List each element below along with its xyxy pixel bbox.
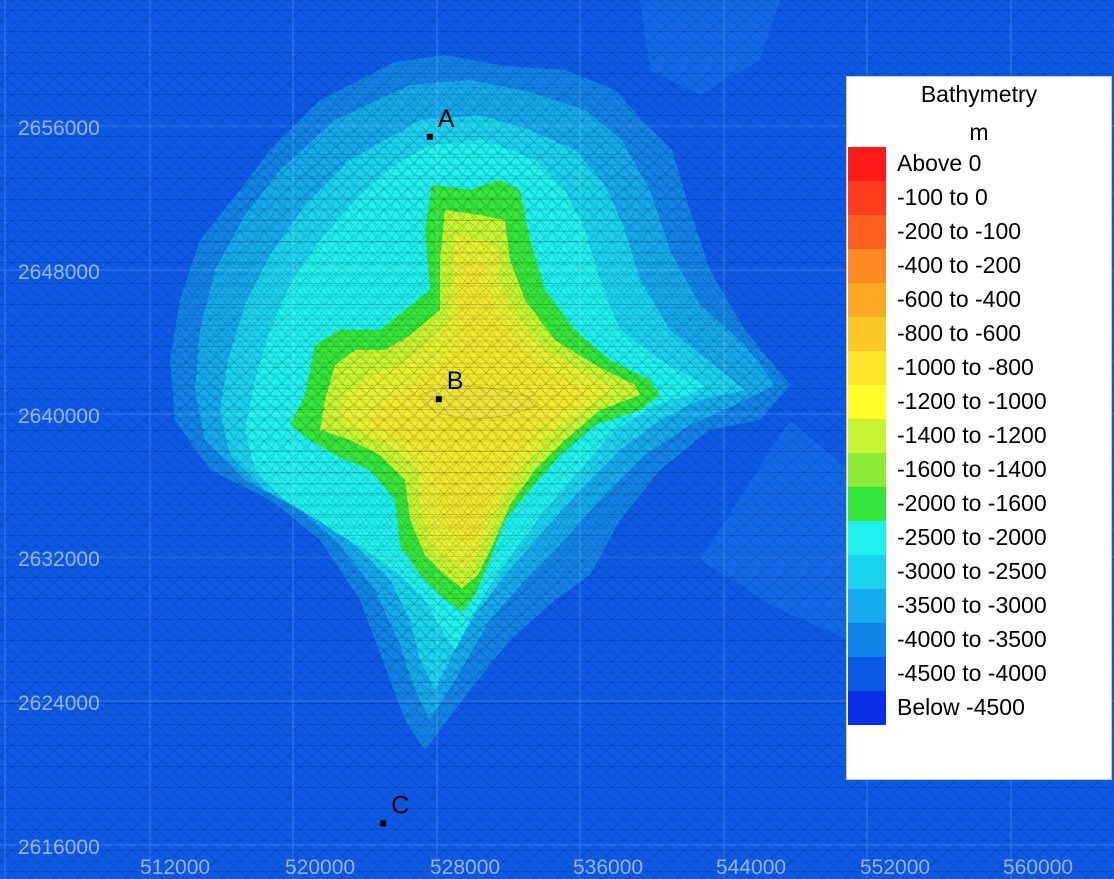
legend-swatch: [848, 385, 886, 419]
observation-point-marker: [380, 820, 387, 827]
legend-swatch: [848, 487, 886, 521]
x-tick-label: 544000: [716, 856, 786, 879]
legend-item: -2500 to -2000: [847, 521, 1111, 555]
legend-swatch: [848, 283, 886, 317]
legend-item: -200 to -100: [847, 215, 1111, 249]
legend-swatch: [848, 147, 886, 181]
legend-swatch: [848, 181, 886, 215]
legend-item: Above 0: [847, 147, 1111, 181]
observation-points: A B C: [380, 105, 463, 827]
x-tick-label: 520000: [285, 856, 355, 879]
y-tick-label: 2656000: [18, 117, 100, 140]
legend-label: -1200 to -1000: [897, 388, 1047, 414]
legend-label: -4000 to -3500: [897, 626, 1047, 652]
legend-label: Above 0: [897, 150, 982, 176]
y-tick-label: 2624000: [18, 692, 100, 715]
x-tick-label: 552000: [860, 856, 930, 879]
legend-swatch: [848, 249, 886, 283]
mesh-overlay-fine: [170, 55, 790, 750]
legend-label: -4500 to -4000: [897, 660, 1047, 686]
y-tick-label: 2632000: [18, 548, 100, 571]
legend-item: -3000 to -2500: [847, 555, 1111, 589]
x-tick-label: 536000: [573, 856, 643, 879]
legend-label: -3500 to -3000: [897, 592, 1047, 618]
legend-label: -2500 to -2000: [897, 524, 1047, 550]
legend-item: -800 to -600: [847, 317, 1111, 351]
legend-item: Below -4500: [847, 691, 1111, 725]
y-tick-label: 2640000: [18, 405, 100, 428]
legend-swatch: [848, 351, 886, 385]
bathymetry-legend: Bathymetry m Above 0 -100 to 0 -200 to -10…: [846, 76, 1112, 780]
legend-item: -4000 to -3500: [847, 623, 1111, 657]
y-tick-label: 2648000: [18, 261, 100, 284]
legend-swatch: [848, 215, 886, 249]
legend-swatch: [848, 317, 886, 351]
legend-item: -1600 to -1400: [847, 453, 1111, 487]
legend-swatch: [848, 521, 886, 555]
legend-item: -4500 to -4000: [847, 657, 1111, 691]
legend-label: -800 to -600: [897, 320, 1022, 346]
observation-point-marker: [435, 396, 442, 403]
legend-swatch: [848, 419, 886, 453]
legend-label: -400 to -200: [897, 252, 1022, 278]
legend-swatch: [848, 691, 886, 725]
legend-items: Above 0 -100 to 0 -200 to -100 -400 to -200…: [847, 147, 1111, 725]
legend-item: -3500 to -3000: [847, 589, 1111, 623]
legend-label: -200 to -100: [897, 218, 1022, 244]
legend-item: -1400 to -1200: [847, 419, 1111, 453]
legend-label: -1000 to -800: [897, 354, 1034, 380]
legend-item: -1200 to -1000: [847, 385, 1111, 419]
legend-unit: m: [969, 119, 989, 145]
legend-swatch: [848, 453, 886, 487]
x-tick-label: 528000: [430, 856, 500, 879]
legend-label: Below -4500: [897, 694, 1025, 720]
legend-label: -3000 to -2500: [897, 558, 1047, 584]
observation-point-label: C: [391, 791, 409, 819]
x-axis-labels: 512000 520000 528000 536000 544000 55200…: [140, 856, 1073, 879]
y-axis-labels: 2656000 2648000 2640000 2632000 2624000 …: [18, 117, 100, 859]
legend-swatch: [848, 657, 886, 691]
observation-point-label: A: [438, 105, 455, 133]
legend-item: -100 to 0: [847, 181, 1111, 215]
legend-item: -400 to -200: [847, 249, 1111, 283]
x-tick-label: 512000: [140, 856, 210, 879]
legend-swatch: [848, 589, 886, 623]
observation-point-marker: [426, 133, 433, 140]
legend-swatch: [848, 555, 886, 589]
legend-label: -100 to 0: [897, 184, 988, 210]
x-tick-label: 560000: [1003, 856, 1073, 879]
legend-swatch: [848, 623, 886, 657]
legend-item: -600 to -400: [847, 283, 1111, 317]
legend-item: -1000 to -800: [847, 351, 1111, 385]
legend-title: Bathymetry: [920, 81, 1038, 107]
legend-label: -2000 to -1600: [897, 490, 1047, 516]
observation-point-label: B: [447, 367, 464, 395]
legend-label: -1600 to -1400: [897, 456, 1047, 482]
legend-item: -2000 to -1600: [847, 487, 1111, 521]
legend-label: -1400 to -1200: [897, 422, 1047, 448]
y-tick-label: 2616000: [18, 836, 100, 859]
legend-label: -600 to -400: [897, 286, 1022, 312]
